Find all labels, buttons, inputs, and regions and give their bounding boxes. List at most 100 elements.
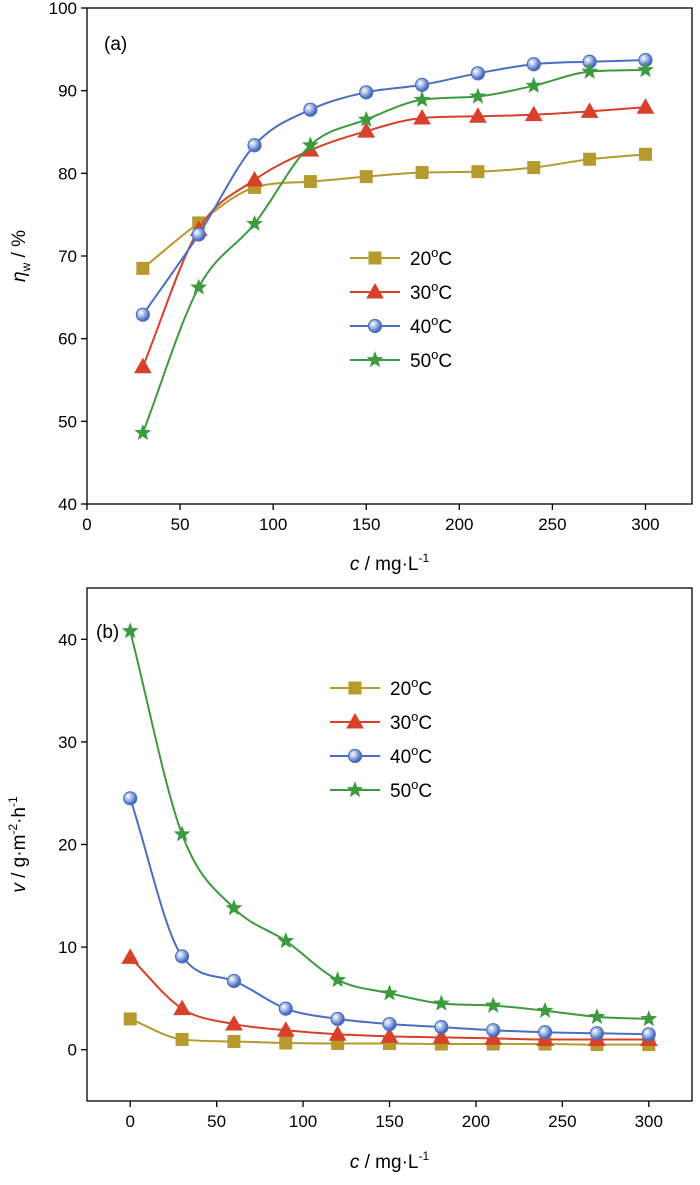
data-point: [191, 227, 206, 242]
data-point: [581, 62, 599, 79]
data-point: [589, 1026, 605, 1041]
x-tick-label: 0: [125, 1112, 134, 1131]
x-tick-label: 50: [207, 1112, 226, 1131]
data-point: [469, 87, 487, 104]
y-tick-label: 70: [58, 247, 77, 266]
data-point: [135, 307, 150, 322]
data-point: [638, 147, 652, 161]
data-point: [134, 424, 152, 441]
data-point: [536, 1001, 554, 1018]
data-point: [357, 122, 376, 138]
data-point: [524, 105, 543, 122]
legend-entry: 30oC: [350, 279, 452, 304]
series-50oC: [134, 61, 654, 441]
x-tick-label: 300: [631, 515, 659, 534]
legend-marker: [367, 318, 383, 334]
legend-entry: 50oC: [330, 777, 432, 802]
legend-entry: 20oC: [350, 245, 452, 270]
chart-panel-a: 0 50 100 150 200 250 300 40 50 60 70 80 90 100 (a) c / …: [9, 0, 693, 575]
x-tick-label: 100: [289, 1112, 317, 1131]
data-point: [276, 1021, 295, 1037]
x-axis-title: c / mg·L-1: [350, 551, 430, 575]
y-tick-label: 0: [68, 1041, 77, 1060]
y-tick-label: 10: [58, 938, 77, 957]
data-point: [303, 102, 318, 117]
data-point: [133, 357, 152, 374]
y-tick-label: 100: [49, 0, 77, 18]
series-40oC: [135, 52, 653, 322]
data-point: [173, 825, 191, 842]
data-point: [226, 973, 242, 989]
data-point: [190, 278, 208, 295]
data-point: [432, 1028, 451, 1044]
series-line: [141, 106, 646, 368]
legend-entry: 30oC: [330, 709, 432, 734]
legend-marker: [347, 748, 363, 764]
data-point: [277, 932, 295, 949]
y-axis-title: ηw / %: [9, 230, 33, 282]
data-point: [636, 98, 655, 114]
data-point: [526, 57, 541, 72]
legend-marker: [348, 681, 362, 695]
legend-label: 40oC: [410, 313, 452, 338]
data-point: [121, 622, 139, 639]
data-point: [329, 971, 347, 988]
data-point: [381, 984, 398, 1001]
data-point: [245, 170, 264, 187]
data-point: [121, 948, 140, 964]
data-point: [225, 1015, 243, 1031]
legend-entry: 40oC: [330, 743, 432, 768]
data-point: [330, 1011, 345, 1027]
data-point: [380, 1027, 399, 1043]
legend-entry: 20oC: [330, 675, 432, 700]
x-tick-label: 200: [462, 1112, 490, 1131]
data-point: [301, 136, 319, 153]
data-point: [359, 85, 374, 100]
chart-panel-b: 0 50 100 150 200 250 300 0 10 20 30 40 (b) c / mg·L-1…: [6, 587, 693, 1173]
data-point: [413, 108, 431, 125]
data-point: [278, 1001, 293, 1016]
data-point: [580, 102, 599, 118]
y-tick-label: 20: [58, 836, 77, 855]
legend-entry: 50oC: [350, 347, 452, 372]
data-point: [328, 1025, 347, 1041]
data-point: [484, 996, 502, 1013]
legend-marker: [366, 282, 384, 299]
series-30oC: [133, 98, 655, 374]
legend-label: 20oC: [410, 245, 452, 270]
data-point: [382, 1016, 397, 1032]
x-tick-label: 100: [259, 515, 287, 534]
legend-marker: [346, 712, 364, 729]
data-point: [471, 165, 485, 179]
data-point: [246, 214, 263, 231]
data-point: [279, 1036, 293, 1050]
data-point: [303, 175, 317, 189]
legend-label: 50oC: [390, 777, 432, 802]
y-tick-label: 40: [58, 495, 77, 514]
series-line: [142, 59, 646, 316]
x-tick-label: 50: [171, 515, 190, 534]
legend-label: 50oC: [410, 347, 452, 372]
y-axis-title: v / g·m-2·h-1: [6, 796, 30, 893]
data-point: [227, 1034, 241, 1048]
data-point: [470, 66, 486, 81]
data-point: [247, 138, 262, 153]
series-40oC: [123, 791, 656, 1042]
data-point: [357, 110, 375, 127]
series-50oC: [121, 622, 658, 1027]
legend-label: 30oC: [390, 709, 432, 734]
data-point: [486, 1023, 501, 1038]
data-point: [136, 261, 150, 275]
series-line: [141, 69, 646, 434]
plot-frame: [86, 7, 693, 505]
data-point: [174, 949, 190, 964]
legend-marker: [368, 251, 382, 265]
data-point: [527, 161, 541, 175]
data-point: [525, 76, 543, 93]
data-point: [469, 107, 487, 123]
data-point: [641, 1027, 656, 1042]
y-tick-label: 30: [58, 733, 77, 752]
series-line: [142, 153, 646, 270]
data-point: [637, 61, 654, 78]
